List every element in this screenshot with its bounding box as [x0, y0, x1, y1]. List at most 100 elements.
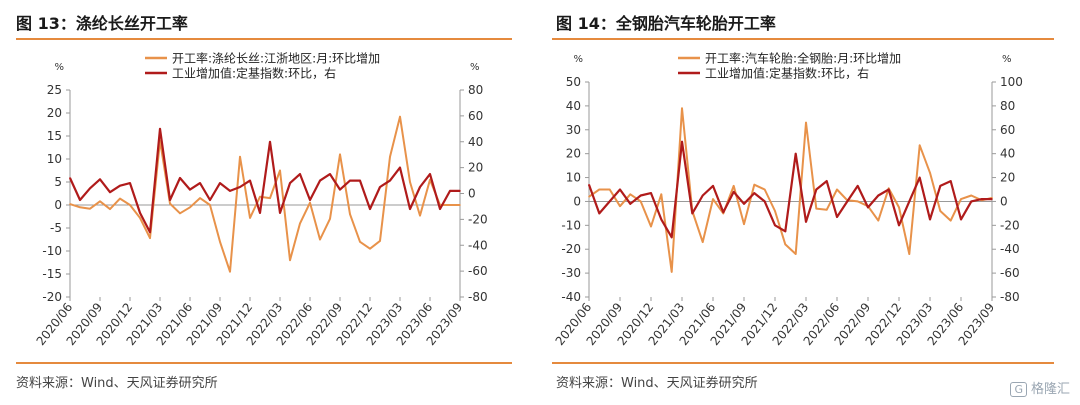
data-point: [379, 240, 381, 242]
data-point: [681, 107, 683, 110]
right-tick-label: 60: [468, 109, 483, 123]
data-point: [259, 212, 261, 214]
left-tick-label: 25: [47, 83, 62, 97]
data-point: [299, 173, 301, 175]
data-point: [908, 253, 911, 255]
data-point: [743, 203, 745, 205]
series-line-industrial-value-added: [68, 127, 460, 234]
data-point: [179, 212, 181, 215]
left-unit-label: %: [573, 54, 583, 65]
data-point: [399, 166, 401, 169]
data-point: [369, 208, 371, 210]
data-point: [169, 199, 171, 201]
data-point: [701, 241, 704, 243]
data-point: [409, 208, 411, 210]
data-point: [149, 237, 151, 239]
data-point: [691, 212, 694, 215]
right-tick-label: 0: [468, 187, 476, 201]
data-point: [949, 180, 952, 182]
data-point: [918, 176, 921, 179]
data-point: [681, 140, 683, 143]
watermark-text: 格隆汇: [1030, 382, 1070, 397]
data-point: [970, 200, 973, 203]
left-tick-label: 20: [47, 106, 62, 120]
data-point: [670, 236, 673, 239]
left-tick-label: 30: [566, 123, 581, 137]
data-point: [409, 181, 411, 183]
data-point: [722, 211, 725, 213]
data-point: [349, 179, 351, 182]
data-point: [179, 177, 181, 179]
data-point: [239, 155, 241, 158]
data-point: [825, 180, 828, 182]
data-point: [639, 200, 642, 203]
panel-all-steel-tire: 图 14：全钢胎汽车轮胎开工率 %% 50 40 30 20 10 0 -10 -20 -30 -4…: [540, 0, 1080, 405]
data-point: [389, 155, 391, 158]
data-point: [189, 188, 191, 191]
data-point: [887, 188, 890, 191]
watermark-badge: G: [1010, 382, 1027, 397]
data-point: [89, 187, 91, 190]
data-point: [329, 173, 331, 175]
data-point: [369, 247, 371, 250]
right-unit-label: %: [470, 62, 480, 73]
data-point: [650, 225, 652, 228]
data-point: [339, 153, 341, 156]
data-point: [960, 198, 962, 200]
data-point: [199, 197, 201, 199]
data-point: [970, 194, 973, 197]
left-tick-label: -5: [50, 221, 62, 235]
data-point: [898, 206, 900, 209]
chart-polyester-filament: % % 25 20 15 10 5 0 -5 -10 -15 -20 80 60 40 20 0 -20 -40 -6…: [34, 51, 488, 349]
left-unit-label: %: [54, 62, 64, 73]
data-point: [856, 200, 859, 203]
data-point: [309, 199, 311, 201]
data-point: [753, 183, 756, 186]
right-unit-label: %: [1002, 54, 1012, 65]
right-tick-label: -40: [1000, 242, 1020, 256]
data-point: [805, 220, 807, 223]
data-point: [815, 188, 818, 191]
data-point: [598, 188, 601, 191]
data-point: [774, 224, 776, 227]
right-tick-label: 80: [468, 83, 483, 97]
data-point: [660, 218, 663, 221]
source-note: 资料来源：Wind、天风证券研究所: [556, 376, 758, 391]
data-point: [588, 195, 590, 198]
left-tick-label: -15: [42, 267, 62, 281]
series-line-utilization-rate: [69, 115, 460, 273]
left-tick-label: 5: [54, 175, 62, 189]
left-tick-label: 15: [47, 129, 62, 143]
data-point: [629, 203, 632, 205]
data-point: [856, 185, 859, 187]
data-point: [670, 271, 673, 273]
left-tick-label: 10: [566, 171, 581, 185]
data-point: [379, 186, 381, 188]
title-divider: [552, 38, 1054, 40]
right-tick-label: -80: [468, 290, 488, 304]
data-point: [877, 194, 880, 197]
right-tick-label: -60: [1000, 266, 1020, 280]
data-point: [619, 188, 621, 191]
data-point: [109, 208, 111, 210]
data-point: [399, 115, 401, 118]
legend-label: 开工率:汽车轮胎:全钢胎:月:环比增加: [705, 51, 901, 66]
data-point: [199, 182, 201, 184]
data-point: [269, 197, 271, 199]
data-point: [712, 198, 714, 200]
series-line-utilization-rate: [588, 107, 993, 273]
data-point: [459, 190, 461, 192]
data-point: [960, 218, 962, 221]
data-point: [588, 183, 590, 186]
right-tick-label: 100: [1000, 75, 1023, 89]
data-point: [109, 191, 111, 194]
right-tick-label: -60: [468, 264, 488, 278]
chart-all-steel-tire: % %50403020100-10-20-30-40100806040200-20…: [553, 51, 1023, 349]
data-point: [229, 190, 231, 192]
data-point: [846, 200, 849, 203]
right-tick-label: -20: [1000, 218, 1020, 232]
data-point: [79, 206, 81, 209]
data-point: [805, 121, 807, 124]
right-tick-label: 60: [1000, 123, 1015, 137]
data-point: [79, 199, 81, 201]
